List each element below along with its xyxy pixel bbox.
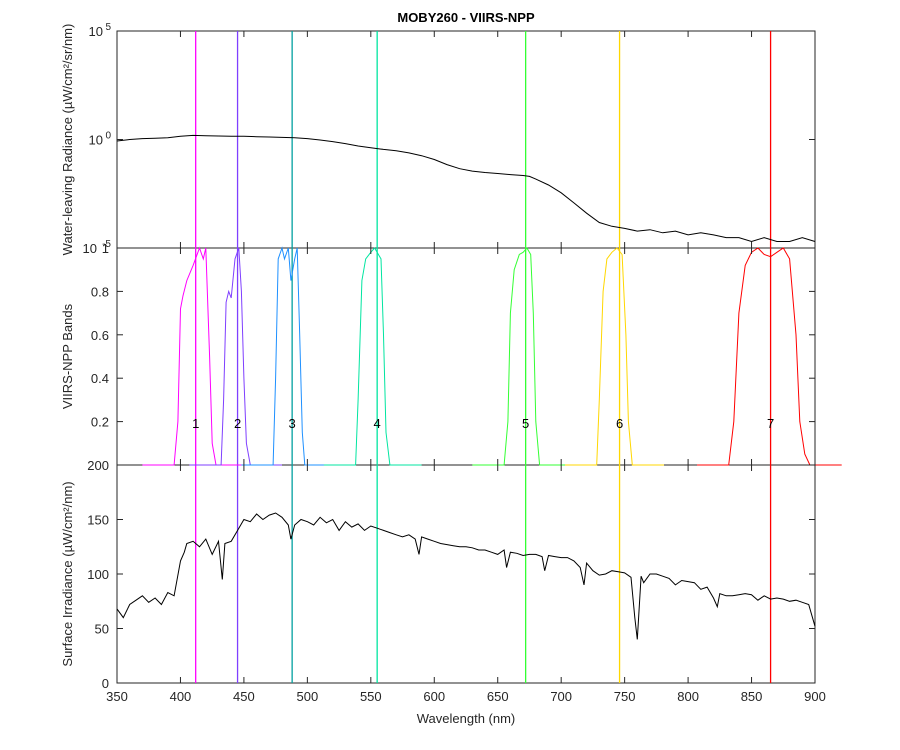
x-axis-label: Wavelength (nm): [417, 711, 516, 726]
y-tick-label: 10: [89, 133, 103, 148]
band-label-3: 3: [289, 416, 296, 431]
x-tick-label: 650: [487, 689, 509, 704]
x-tick-label: 750: [614, 689, 636, 704]
panel-frame-0: [116, 30, 816, 249]
y-tick-label: 0.4: [91, 371, 109, 386]
x-tick-label: 600: [423, 689, 445, 704]
y-tick-exponent: 5: [105, 22, 111, 33]
panel-frame-1: [116, 247, 816, 466]
y-tick-label: 0.8: [91, 284, 109, 299]
x-tick-label: 550: [360, 689, 382, 704]
band-label-2: 2: [234, 416, 241, 431]
x-tick-label: 900: [804, 689, 826, 704]
y-tick-label: 0.6: [91, 328, 109, 343]
x-tick-label: 400: [170, 689, 192, 704]
surface-irradiance-line: [116, 512, 816, 640]
x-tick-label: 700: [550, 689, 572, 704]
y-tick-label: 0.2: [91, 415, 109, 430]
y-tick-label: 200: [87, 458, 109, 473]
x-tick-label: 450: [233, 689, 255, 704]
y-axis-label-bands: VIIRS-NPP Bands: [60, 303, 75, 409]
y-tick-label: 100: [87, 567, 109, 582]
y-axis-label-radiance: Water-leaving Radiance (µW/cm²/sr/nm): [60, 24, 75, 256]
band-response-line-1: [142, 246, 248, 466]
x-tick-label: 850: [741, 689, 763, 704]
band-response-line-4: [323, 247, 422, 466]
y-tick-label: 50: [95, 622, 109, 637]
y-tick-label: 1: [102, 241, 109, 256]
band-response-line-2: [189, 247, 282, 466]
panel-frame-2: [116, 464, 816, 684]
y-tick-exponent: 0: [105, 131, 111, 142]
x-tick-label: 350: [106, 689, 128, 704]
chart-title: MOBY260 - VIIRS-NPP: [397, 10, 535, 25]
band-label-4: 4: [374, 416, 381, 431]
band-label-5: 5: [522, 416, 529, 431]
band-response-line-3: [241, 246, 337, 466]
y-tick-label: 0: [102, 676, 109, 691]
band-response-line-6: [565, 247, 664, 466]
y-tick-label: 10: [89, 24, 103, 39]
y-axis-label-irradiance: Surface Irradiance (µW/cm²/nm): [60, 481, 75, 666]
x-tick-label: 800: [677, 689, 699, 704]
band-label-1: 1: [192, 416, 199, 431]
band-label-7: 7: [767, 416, 774, 431]
band-response-line-5: [472, 247, 572, 466]
x-tick-label: 500: [297, 689, 319, 704]
y-tick-label: 10: [83, 241, 97, 256]
y-tick-label: 150: [87, 513, 109, 528]
y-tick-exponent: -5: [102, 239, 111, 250]
band-label-6: 6: [616, 416, 623, 431]
water-leaving-radiance-line: [116, 134, 816, 243]
band-response-line-7: [697, 247, 842, 466]
